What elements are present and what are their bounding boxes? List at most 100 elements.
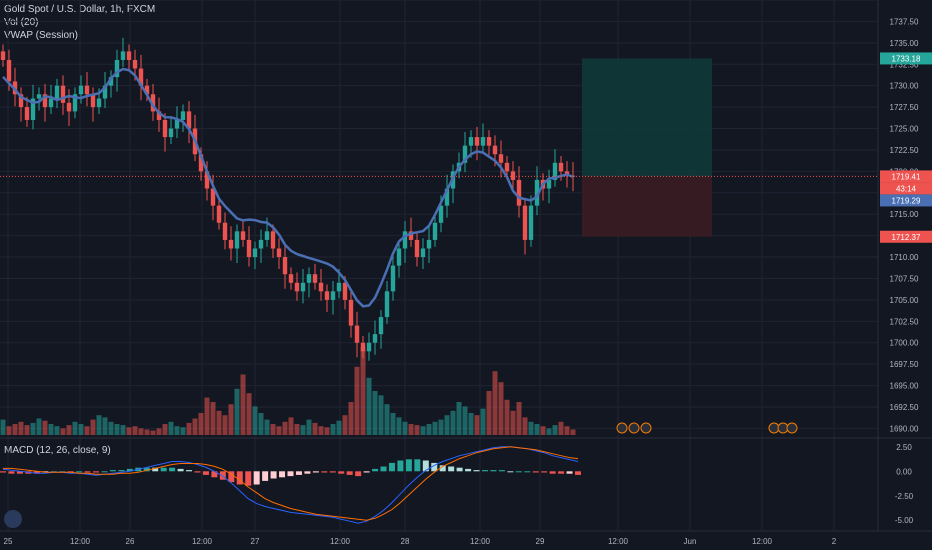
volume-bar [252, 406, 258, 435]
volume-bar [348, 402, 354, 435]
candle [480, 137, 486, 146]
bar-countdown-tag: 43:14 [896, 184, 917, 193]
volume-bar [168, 421, 174, 435]
candle [444, 188, 450, 206]
macd-histogram-bar [448, 466, 455, 472]
macd-y-tick-label: 0.00 [896, 467, 912, 476]
macd-histogram-bar [422, 460, 429, 472]
macd-histogram-bar [160, 467, 167, 472]
candle [30, 98, 36, 120]
candle [516, 179, 522, 206]
y-tick-label: 1737.50 [890, 17, 919, 26]
macd-histogram-bar [152, 467, 159, 472]
candle [36, 94, 42, 99]
candle [240, 231, 246, 240]
y-tick-label: 1692.50 [890, 403, 919, 412]
volume-bar [174, 426, 180, 435]
macd-histogram-bar [490, 470, 497, 472]
candle [378, 317, 384, 335]
target-price-tag: 1733.18 [892, 54, 921, 63]
target-price-tag-bg [880, 52, 932, 65]
macd-histogram-bar [456, 467, 463, 472]
volume-bar [444, 415, 450, 435]
macd-histogram-bar [575, 471, 581, 475]
macd-histogram-bar [558, 471, 565, 474]
stop-price-tag-bg [880, 230, 932, 243]
volume-bar [402, 421, 408, 435]
candle [318, 282, 324, 292]
candle [96, 98, 102, 108]
macd-histogram-bar [186, 470, 193, 472]
bar-countdown-tag-bg [880, 182, 932, 195]
candle [60, 85, 66, 103]
macd-y-tick-label: -2.50 [895, 492, 914, 501]
volume-bar [372, 391, 378, 435]
volume-bar [474, 415, 480, 435]
x-tick-label: 26 [126, 537, 135, 546]
volume-bar [192, 418, 198, 435]
y-tick-label: 1700.00 [890, 339, 919, 348]
vwap-price-tag: 1719.29 [892, 196, 921, 205]
macd-histogram-bar [194, 471, 201, 473]
volume-bar [486, 391, 492, 435]
economic-event-icon [616, 422, 628, 434]
x-tick-label: 12:00 [752, 537, 773, 546]
candle [246, 239, 252, 258]
volume-bar [72, 421, 78, 435]
macd-histogram-bar [16, 471, 23, 474]
volume-bar [102, 417, 108, 435]
macd-histogram-bar [118, 470, 125, 472]
candle [252, 248, 258, 258]
volume-bar [24, 425, 30, 435]
volume-bar [456, 402, 462, 435]
macd-histogram-bar [397, 460, 404, 472]
macd-label: MACD (12, 26, close, 9) [4, 445, 111, 456]
macd-histogram-bar [126, 468, 133, 472]
macd-histogram-bar [532, 471, 539, 473]
macd-histogram-bar [338, 471, 345, 474]
candle [6, 59, 12, 82]
candle [102, 85, 108, 99]
vwap-label: VWAP (Session) [4, 30, 78, 41]
macd-histogram-bar [295, 471, 302, 475]
volume-bar [450, 410, 456, 435]
x-tick-label: 29 [536, 537, 545, 546]
volume-bar [114, 424, 120, 435]
macd-histogram-bar [524, 471, 531, 473]
candle [24, 107, 30, 120]
candle [270, 231, 276, 249]
x-tick-label: 12:00 [470, 537, 491, 546]
volume-bar [228, 404, 234, 435]
candle [282, 257, 288, 275]
candle [396, 248, 402, 266]
volume-bar [528, 421, 534, 435]
candle [114, 59, 120, 78]
volume-bar [180, 427, 186, 435]
last-price-tag: 1719.41 [892, 172, 921, 181]
stop-price-tag: 1712.37 [892, 233, 921, 242]
economic-event-icon [628, 422, 640, 434]
x-tick-label: 28 [401, 537, 410, 546]
candle [42, 94, 48, 108]
volume-bar [498, 382, 504, 435]
candle [108, 77, 114, 86]
macd-histogram-bar [414, 459, 421, 472]
candle [552, 162, 558, 180]
candle [330, 291, 336, 300]
volume-bar [558, 421, 564, 435]
candle [420, 248, 426, 258]
macd-histogram-bar [312, 471, 319, 473]
candle [558, 162, 564, 172]
volume-bar [378, 395, 384, 435]
x-tick-label: 12:00 [330, 537, 351, 546]
candle [474, 137, 480, 146]
macd-histogram-bar [541, 471, 548, 473]
volume-bar [96, 415, 102, 435]
volume-bar [480, 408, 486, 435]
volume-bar [246, 393, 252, 435]
volume-bar [570, 429, 576, 435]
vwap-line [2, 67, 574, 308]
volume-bar [492, 371, 498, 435]
macd-histogram-bar [219, 471, 226, 480]
